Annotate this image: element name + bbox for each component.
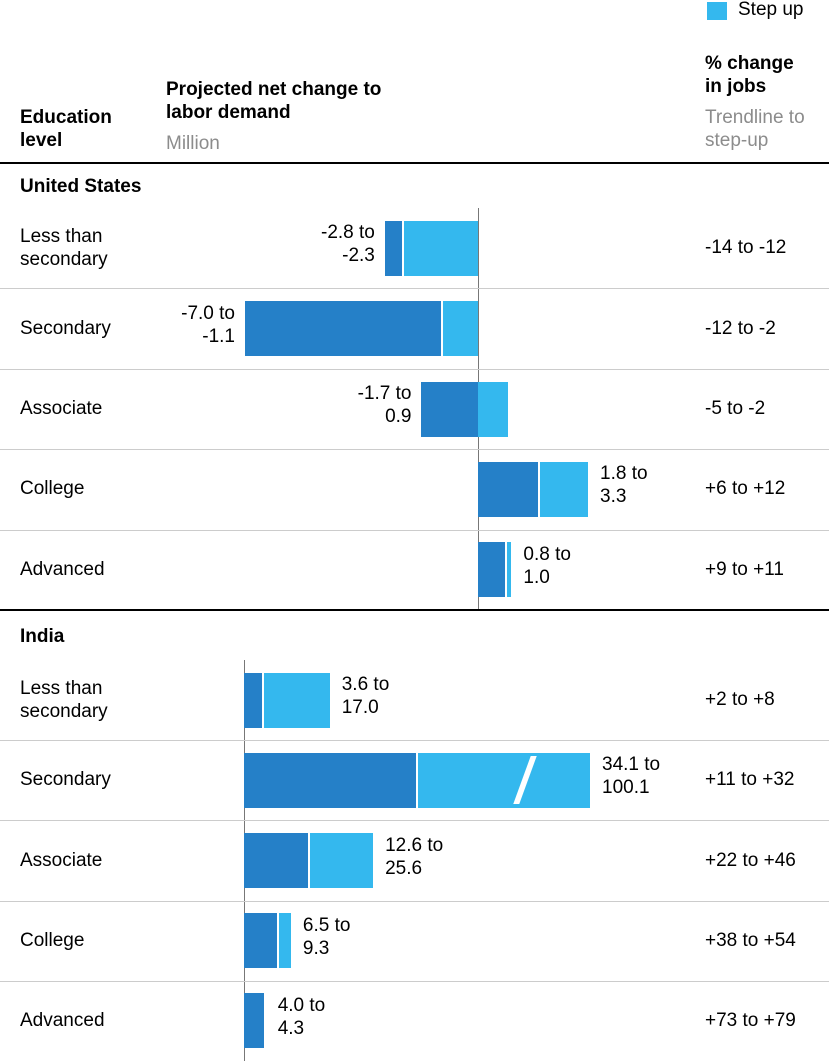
value-label: 4.0 to <box>277 994 326 1016</box>
step-up-bar <box>415 752 590 808</box>
step-up-bar <box>264 993 267 1049</box>
trendline-bar <box>244 833 308 888</box>
panel-rule <box>0 609 829 611</box>
panel-title: India <box>20 626 65 647</box>
trendline-bar <box>244 913 277 969</box>
row-label: Associate <box>20 849 103 871</box>
value-label: 1.8 to <box>600 463 648 485</box>
trendline-bar <box>478 461 539 517</box>
row-separator <box>0 288 829 290</box>
pct-change: -5 to -2 <box>705 398 766 419</box>
row-separator <box>0 368 829 370</box>
value-label: 100.1 <box>602 777 650 799</box>
step-up-bar <box>276 913 291 969</box>
value-label: 25.6 <box>385 857 423 879</box>
row-label: Associate <box>20 398 103 419</box>
row-label: Secondary <box>20 769 111 791</box>
row-label: Less than secondary <box>20 678 108 723</box>
row-separator <box>0 740 829 742</box>
value-label: -2.3 <box>342 245 375 267</box>
value-label: -1.1 <box>202 325 235 347</box>
bar-area <box>244 0 590 1061</box>
value-label: 4.3 <box>277 1017 305 1039</box>
bar-area <box>244 0 590 1061</box>
step-up-bar <box>401 220 479 276</box>
pct-change: +73 to +79 <box>705 1009 796 1031</box>
step-up-bar <box>504 542 512 598</box>
row-label: College <box>20 478 85 500</box>
pct-change: +22 to +46 <box>705 849 796 871</box>
pct-change: +9 to +11 <box>705 558 784 580</box>
row-separator <box>0 900 829 902</box>
trendline-bar <box>244 301 442 357</box>
value-label: 12.6 to <box>385 834 444 856</box>
row-label: College <box>20 929 85 951</box>
pct-change: -12 to -2 <box>705 317 776 339</box>
pct-change: +2 to +8 <box>705 689 775 711</box>
step-up-bar <box>441 301 479 357</box>
trendline-bar <box>244 752 416 808</box>
trendline-bar <box>421 381 479 437</box>
trendline-bar <box>384 220 402 276</box>
panel-title: United States <box>20 176 142 197</box>
value-label: 9.3 <box>302 937 330 959</box>
step-up-bar <box>262 672 330 728</box>
trendline-bar <box>478 542 505 598</box>
header-education: Education level <box>20 107 112 151</box>
row-label: Advanced <box>20 1009 105 1031</box>
value-label: 17.0 <box>341 697 379 719</box>
step-up-bar <box>478 381 509 437</box>
value-label: -1.7 to <box>357 383 412 404</box>
value-label: 34.1 to <box>602 754 661 776</box>
row-separator <box>0 820 829 822</box>
pct-change: +38 to +54 <box>705 929 796 951</box>
value-label: -7.0 to <box>181 302 235 324</box>
trendline-bar <box>244 993 265 1049</box>
pct-change: -14 to -12 <box>705 237 787 259</box>
value-label: 3.3 <box>600 486 627 508</box>
row-label: Advanced <box>20 558 105 580</box>
row-separator <box>0 529 829 531</box>
legend-swatch <box>707 2 727 20</box>
value-label: 3.6 to <box>341 674 390 696</box>
value-label: -2.8 to <box>321 222 375 244</box>
step-up-bar <box>307 833 374 888</box>
legend-label: Step up <box>738 0 804 20</box>
header-demand: Projected net change to labor demand <box>166 79 382 123</box>
header-pct: % change in jobs <box>705 53 794 97</box>
trendline-bar <box>244 672 263 728</box>
row-label: Secondary <box>20 317 111 339</box>
header-rule <box>0 162 829 164</box>
value-label: 0.9 <box>385 406 412 427</box>
row-separator <box>0 449 829 451</box>
value-label: 1.0 <box>523 566 550 588</box>
step-up-bar <box>538 461 588 517</box>
pct-change: +6 to +12 <box>705 478 786 500</box>
pct-change: +11 to +32 <box>705 769 795 791</box>
value-label: 6.5 to <box>302 914 351 936</box>
row-label: Less than secondary <box>20 226 108 271</box>
header-pct-sub: Trendline to step-up <box>705 107 805 151</box>
value-label: 0.8 to <box>523 543 571 565</box>
row-separator <box>0 980 829 982</box>
header-unit: Million <box>166 133 220 154</box>
